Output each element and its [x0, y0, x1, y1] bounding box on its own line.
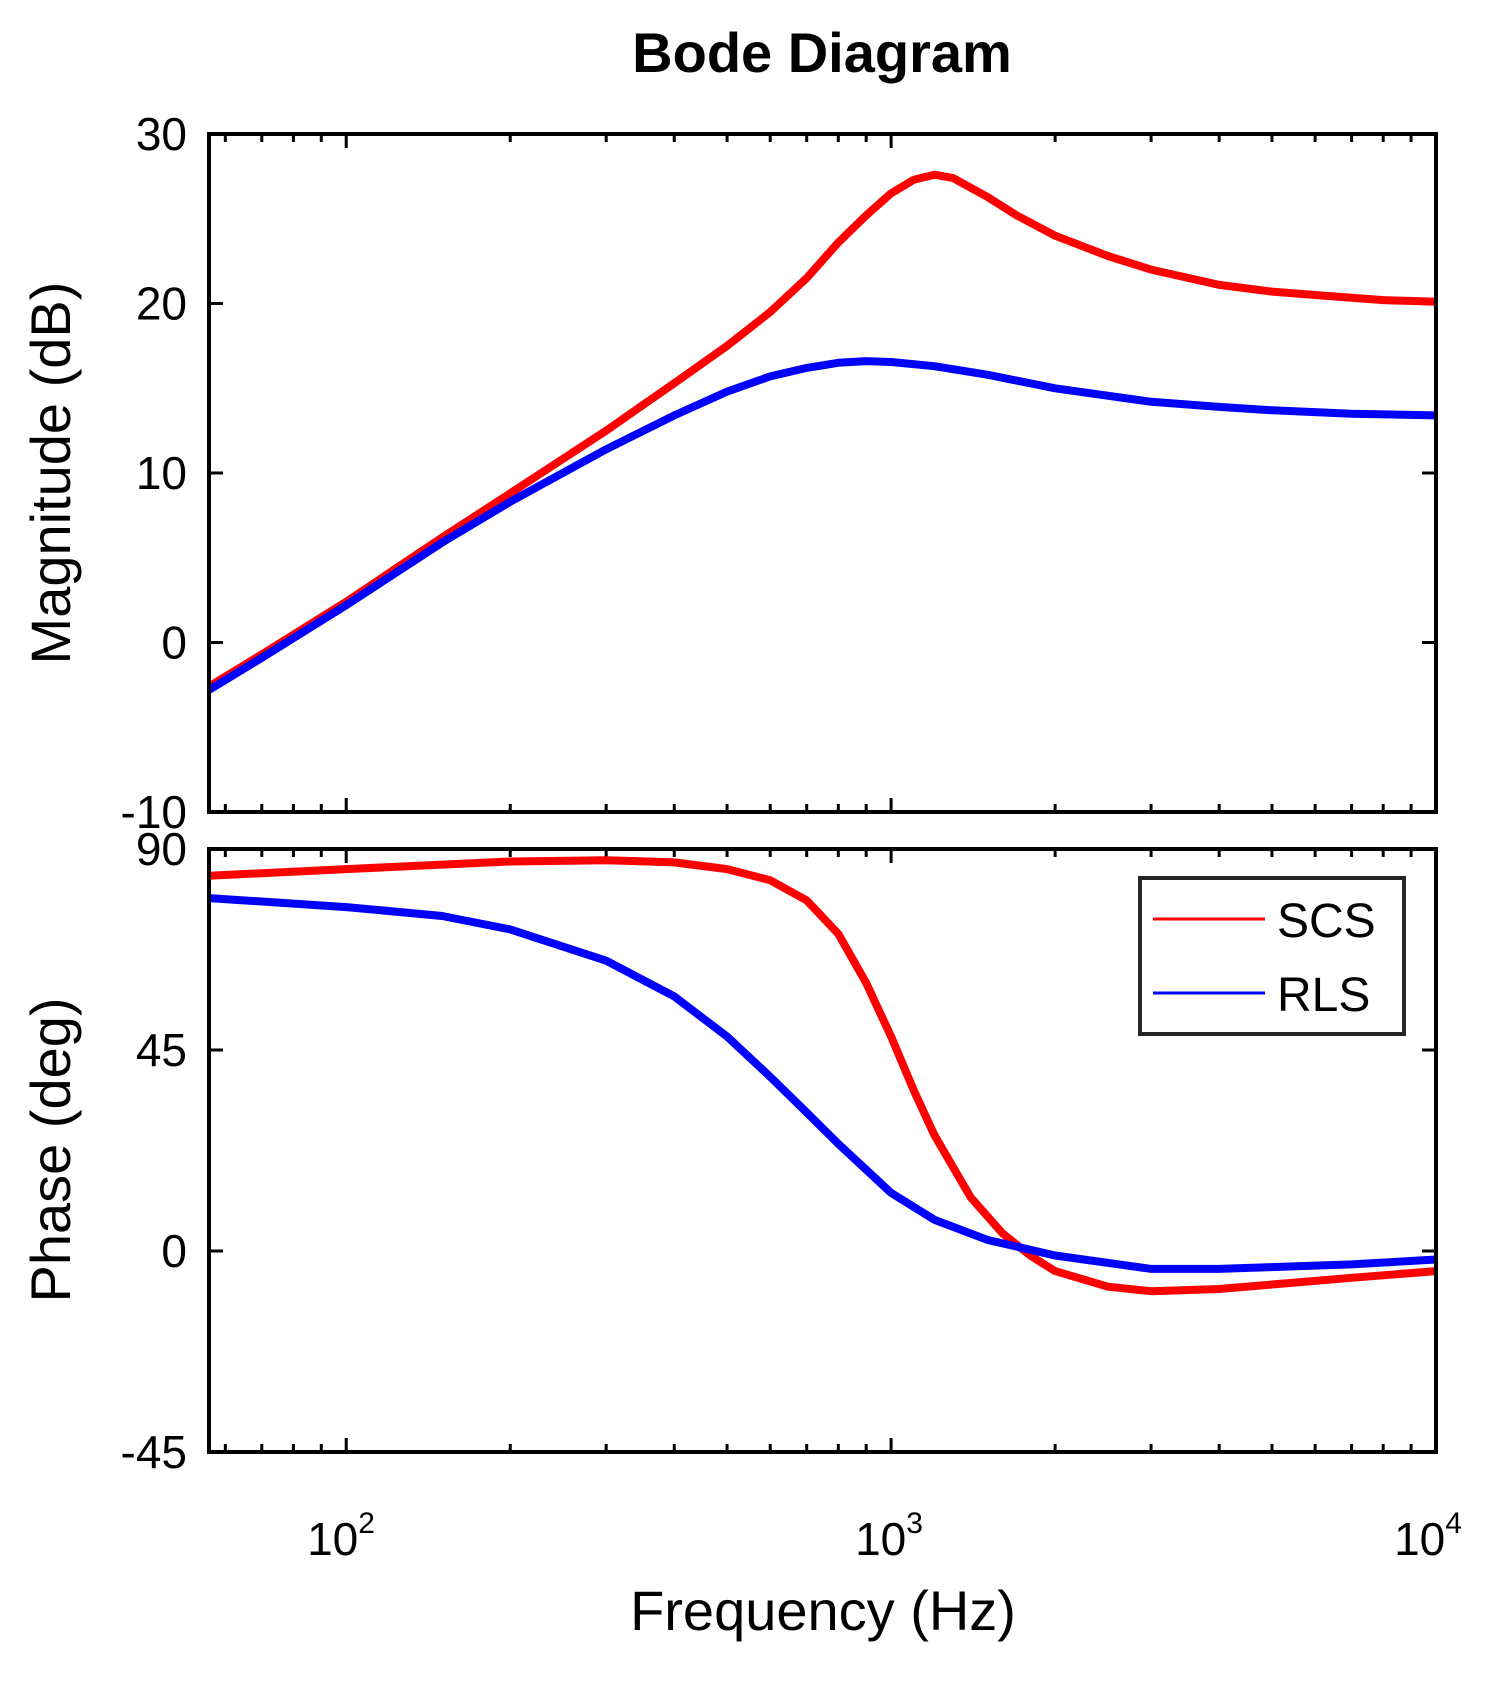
legend-label-scs: SCS [1277, 895, 1376, 948]
magnitude-y-tick-label: 10 [136, 447, 187, 499]
phase-axes-box [207, 847, 1438, 1454]
legend: SCS RLS [1138, 876, 1406, 1036]
magnitude-y-tick-label: 0 [161, 617, 187, 669]
magnitude-y-tick-label: 30 [136, 108, 187, 160]
phase-y-tick-label: 90 [136, 823, 187, 875]
phase-y-tick-labels: 90 45 0 -45 [121, 823, 187, 1478]
phase-series-rls [208, 894, 1437, 1273]
magnitude-series [206, 170, 1437, 694]
magnitude-y-tick-label: 20 [136, 278, 187, 330]
magnitude-y-tick-labels: 30 20 10 0 -10 [121, 108, 187, 838]
magnitude-panel: 30 20 10 0 -10 Magnitude (dB) [19, 108, 1438, 838]
legend-box [1138, 876, 1406, 1036]
phase-y-tick-label: -45 [121, 1426, 187, 1478]
phase-panel: 90 45 0 -45 Phase (deg) SCS RLS [19, 823, 1438, 1478]
magnitude-y-tick-label: -10 [121, 786, 187, 838]
magnitude-y-axis-label: Magnitude (dB) [19, 282, 82, 665]
phase-y-axis-label: Phase (deg) [19, 997, 82, 1302]
magnitude-axes-box [207, 132, 1438, 814]
x-tick-label-100: 102 [307, 1507, 375, 1565]
x-tick-label-10000: 104 [1394, 1507, 1462, 1565]
legend-label-rls: RLS [1277, 969, 1370, 1022]
phase-y-tick-label: 0 [161, 1225, 187, 1277]
phase-series-scs [208, 856, 1437, 1296]
x-axis-label: Frequency (Hz) [630, 1579, 1016, 1642]
magnitude-series-rls [206, 357, 1437, 694]
phase-y-tick-label: 45 [136, 1024, 187, 1076]
magnitude-series-scs [206, 170, 1437, 691]
phase-series [208, 856, 1437, 1296]
x-tick-label-1000: 103 [855, 1507, 923, 1565]
chart-title: Bode Diagram [632, 21, 1012, 84]
x-tick-labels: 102 103 104 [307, 1507, 1462, 1565]
